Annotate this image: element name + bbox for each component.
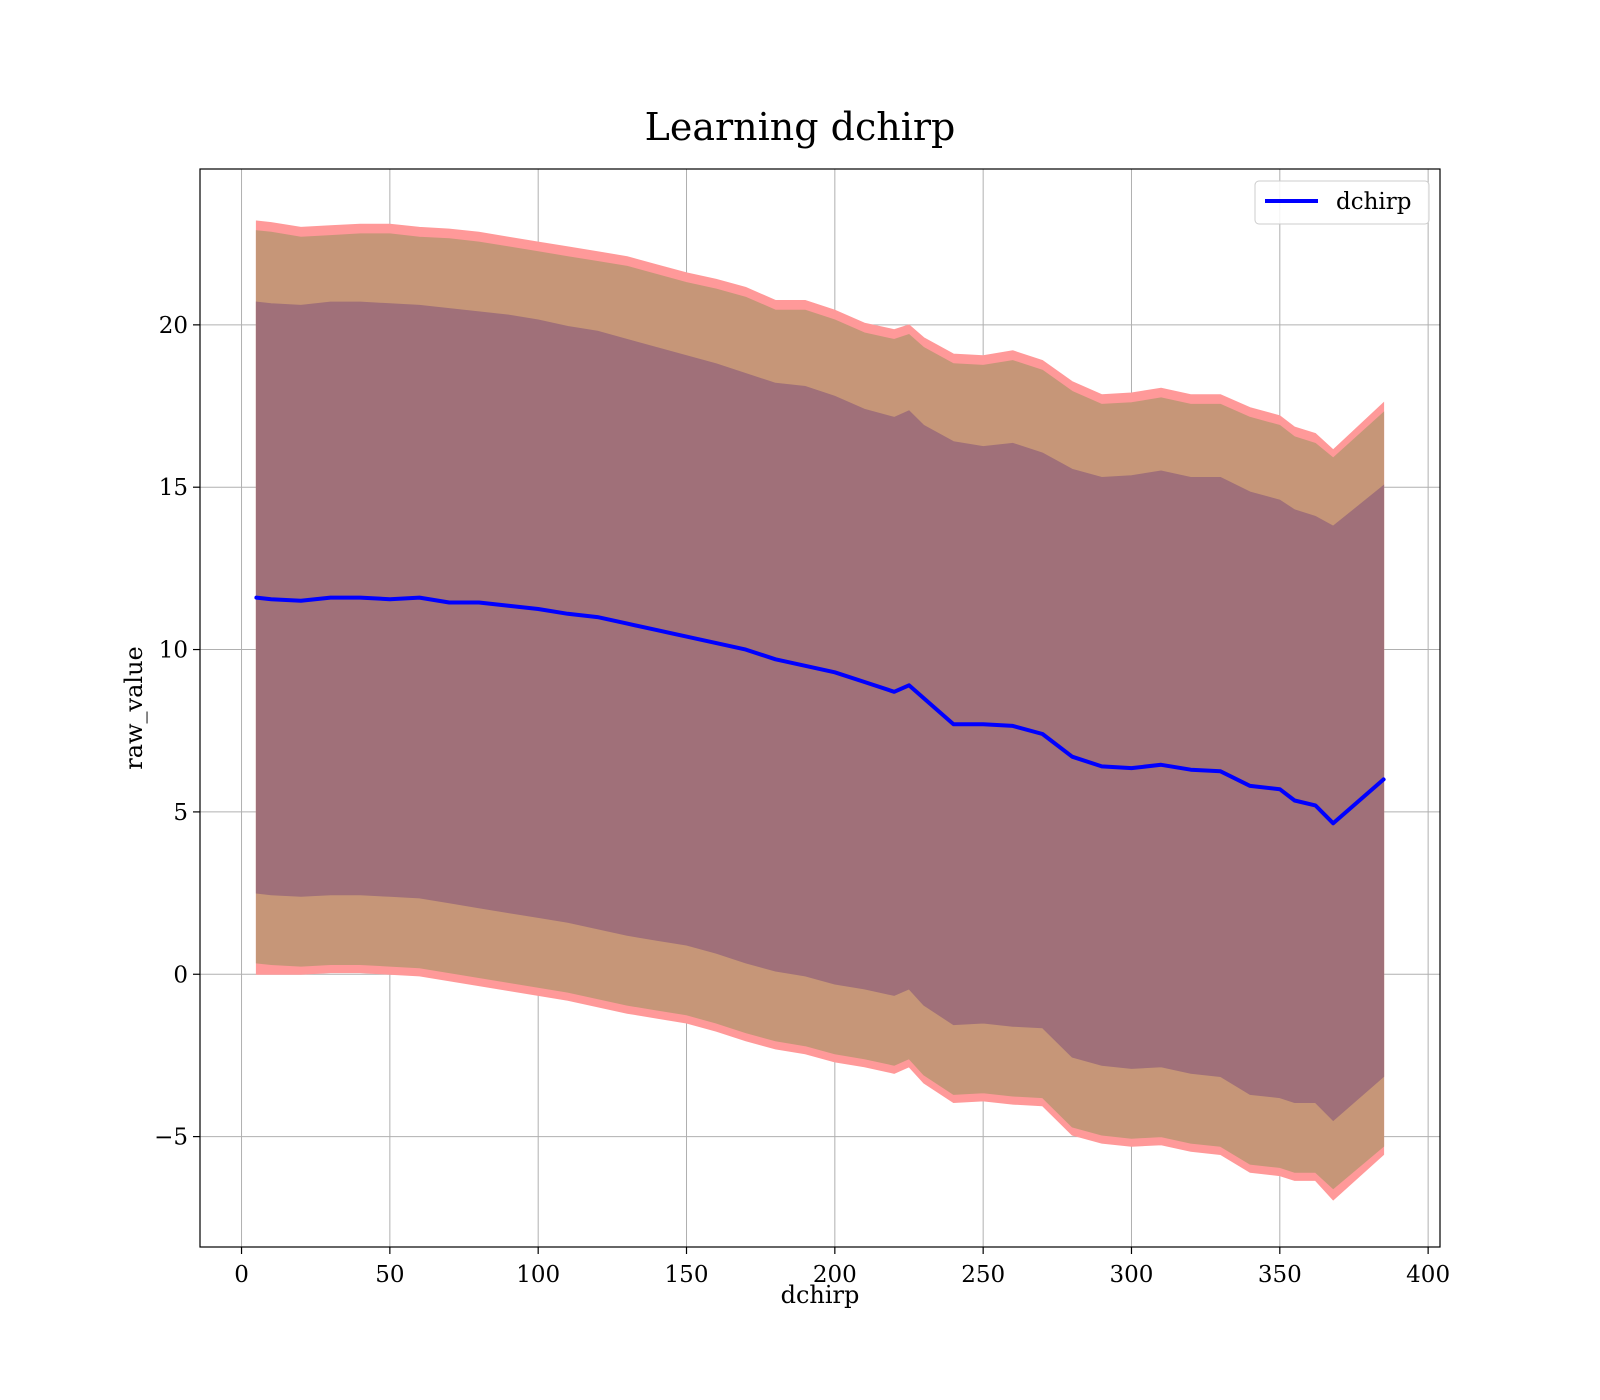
y-tick-label: 5 — [173, 800, 188, 826]
legend-box — [1254, 180, 1430, 225]
x-axis-label: dchirp — [781, 1281, 860, 1309]
y-tick-label: 0 — [173, 962, 188, 988]
chart-title: Learning dchirp — [645, 105, 956, 149]
x-tick-label: 250 — [961, 1262, 1005, 1288]
x-tick-label: 0 — [234, 1262, 249, 1288]
x-tick-label: 100 — [516, 1262, 560, 1288]
x-axis-ticks: 0 50 100 150 200 250 300 350 400 — [234, 1247, 1450, 1288]
y-axis-ticks: −5 0 5 10 15 20 — [154, 313, 200, 1151]
series-lines — [254, 595, 1386, 826]
y-tick-label: 20 — [159, 313, 188, 339]
x-tick-label: 200 — [813, 1262, 857, 1288]
x-tick-label: 50 — [375, 1262, 404, 1288]
x-tick-label: 150 — [665, 1262, 709, 1288]
band-inner — [255, 301, 1385, 1122]
y-tick-label: 15 — [159, 475, 188, 501]
y-axis-label: raw_value — [120, 646, 148, 770]
x-tick-label: 300 — [1110, 1262, 1154, 1288]
x-tick-label: 350 — [1258, 1262, 1302, 1288]
legend[interactable]: dchirp — [1254, 180, 1430, 225]
y-tick-label: 10 — [159, 638, 188, 664]
y-tick-label: −5 — [154, 1125, 188, 1151]
series-line-dchirp — [254, 595, 1386, 826]
plot-frame — [199, 168, 1441, 1248]
confidence-bands — [255, 220, 1385, 1201]
legend-label: dchirp — [1336, 189, 1412, 215]
x-tick-label: 400 — [1406, 1262, 1450, 1288]
